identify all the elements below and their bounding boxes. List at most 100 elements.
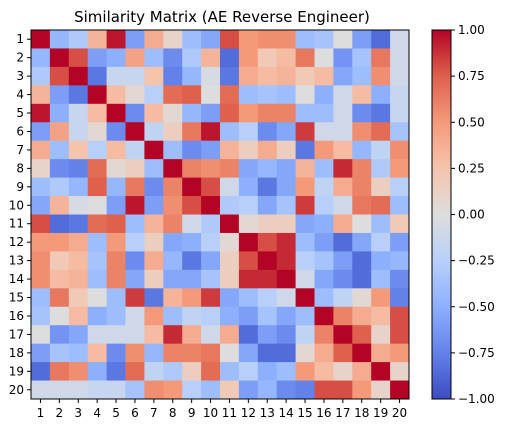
heatmap-cell	[257, 85, 278, 105]
heatmap-cell	[31, 362, 51, 381]
heatmap-cell	[276, 380, 296, 400]
heatmap-cell	[276, 288, 296, 308]
x-tick-label: 19	[373, 406, 388, 420]
heatmap-cell	[238, 306, 259, 326]
heatmap-cell	[390, 177, 410, 197]
heatmap-cell	[182, 140, 202, 160]
heatmap-cell	[295, 85, 315, 105]
heatmap-cell	[295, 177, 315, 197]
heatmap-cell	[201, 122, 221, 142]
heatmap-cell	[201, 343, 221, 363]
heatmap-cell	[238, 380, 259, 400]
heatmap-cell	[238, 66, 259, 86]
heatmap-cell	[163, 288, 183, 308]
heatmap-cell	[352, 343, 372, 363]
heatmap-cell	[31, 66, 51, 86]
heatmap-cell	[125, 214, 145, 234]
heatmap-cell	[333, 306, 353, 326]
heatmap-cell	[257, 343, 278, 363]
heatmap-cell	[125, 30, 145, 49]
heatmap-cell	[314, 362, 334, 381]
heatmap-cell	[276, 122, 296, 142]
heatmap-cell	[390, 362, 410, 381]
heatmap-cell	[87, 159, 107, 178]
heatmap-cell	[276, 306, 296, 326]
heatmap-cell	[390, 269, 410, 289]
heatmap-cell	[68, 325, 89, 345]
heatmap-cell	[125, 85, 145, 105]
heatmap-cell	[49, 288, 70, 308]
heatmap-cell	[220, 306, 240, 326]
heatmap-cell	[390, 232, 410, 252]
heatmap-cell	[220, 66, 240, 86]
heatmap-cell	[257, 122, 278, 142]
x-tick-label: 13	[260, 406, 275, 420]
heatmap-cell	[371, 66, 391, 86]
y-tick-label: 20	[9, 383, 24, 397]
heatmap-cell	[390, 251, 410, 271]
heatmap-cell	[68, 66, 89, 86]
heatmap-cell	[106, 232, 126, 252]
heatmap-cell	[182, 362, 202, 381]
y-tick-label: 6	[16, 124, 24, 138]
heatmap-cell	[163, 269, 183, 289]
heatmap-cell	[49, 380, 70, 400]
heatmap-cell	[125, 251, 145, 271]
colorbar-tick-label: 0.50	[458, 115, 485, 129]
heatmap-cell	[106, 269, 126, 289]
heatmap-cell	[68, 362, 89, 381]
heatmap-cell	[390, 325, 410, 345]
heatmap-cell	[390, 48, 410, 68]
heatmap-cell	[257, 288, 278, 308]
heatmap-cell	[371, 214, 391, 234]
heatmap-cell	[333, 85, 353, 105]
heatmap-cell	[238, 140, 259, 160]
heatmap-cell	[106, 288, 126, 308]
heatmap-cell	[68, 159, 89, 178]
heatmap-cell	[68, 85, 89, 105]
x-tick-label: 6	[131, 406, 139, 420]
heatmap-cell	[257, 269, 278, 289]
heatmap-cell	[125, 196, 145, 215]
heatmap-cell	[371, 85, 391, 105]
heatmap-cell	[182, 214, 202, 234]
heatmap-cell	[144, 380, 164, 400]
heatmap-cell	[238, 30, 259, 49]
heatmap-cell	[371, 288, 391, 308]
heatmap-cell	[125, 177, 145, 197]
heatmap-cell	[276, 251, 296, 271]
heatmap-cell	[49, 177, 70, 197]
heatmap-cell	[68, 306, 89, 326]
heatmap-cell	[352, 85, 372, 105]
heatmap-cell	[144, 306, 164, 326]
heatmap-cell	[352, 103, 372, 123]
heatmap-cell	[220, 269, 240, 289]
heatmap-cell	[276, 325, 296, 345]
heatmap-cell	[220, 251, 240, 271]
heatmap-cell	[333, 325, 353, 345]
heatmap-cell	[333, 177, 353, 197]
heatmap-cell	[371, 48, 391, 68]
y-tick-label: 17	[9, 327, 24, 341]
heatmap-cell	[31, 103, 51, 123]
heatmap-cell	[163, 325, 183, 345]
y-tick-label: 11	[9, 217, 24, 231]
heatmap-cell	[390, 122, 410, 142]
heatmap-cell	[276, 140, 296, 160]
heatmap-cell	[390, 288, 410, 308]
heatmap-cell	[390, 30, 410, 49]
heatmap-cell	[106, 196, 126, 215]
heatmap-cell	[106, 177, 126, 197]
heatmap-cell	[201, 66, 221, 86]
heatmap-cell	[238, 214, 259, 234]
heatmap-cell	[390, 306, 410, 326]
heatmap-cell	[220, 232, 240, 252]
heatmap-cell	[314, 306, 334, 326]
heatmap-cell	[87, 251, 107, 271]
heatmap-cell	[238, 196, 259, 215]
heatmap-cell	[68, 122, 89, 142]
x-tick-label: 15	[297, 406, 312, 420]
heatmap-cell	[257, 214, 278, 234]
colorbar	[431, 29, 452, 400]
heatmap-cell	[201, 30, 221, 49]
